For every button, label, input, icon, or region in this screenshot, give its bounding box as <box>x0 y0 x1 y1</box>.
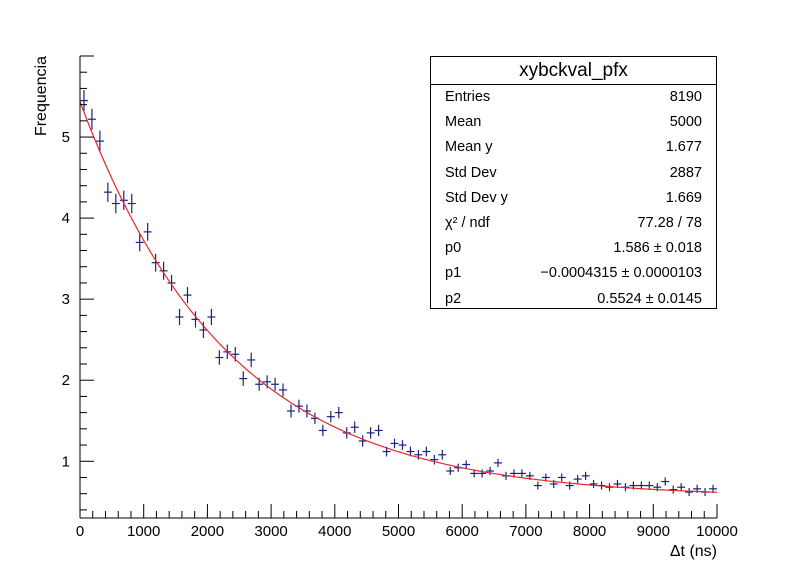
data-point <box>334 406 343 419</box>
data-point <box>103 182 112 202</box>
data-point <box>438 449 447 460</box>
data-point <box>494 458 503 467</box>
stats-value: 0.5524 ± 0.0145 <box>597 290 702 307</box>
stats-value: 1.677 <box>665 139 702 156</box>
stats-key: χ² / ndf <box>445 214 490 231</box>
fit-curve <box>79 101 718 493</box>
data-point <box>422 446 431 457</box>
x-tick-label: 10000 <box>696 523 738 540</box>
data-point <box>581 471 590 480</box>
data-point <box>350 421 359 433</box>
x-tick-label: 3000 <box>254 523 287 540</box>
y-tick-label: 4 <box>62 210 70 227</box>
x-tick-label: 6000 <box>446 523 479 540</box>
y-tick-label: 5 <box>62 129 70 146</box>
x-tick-label: 0 <box>76 523 84 540</box>
stats-value: 2887 <box>669 164 702 181</box>
data-point <box>661 477 670 486</box>
data-point <box>398 440 407 450</box>
data-point <box>669 485 678 494</box>
data-point <box>87 108 96 130</box>
data-point <box>326 411 335 423</box>
data-point <box>151 253 160 272</box>
stats-box: xybckval_pfx Entries 8190 Mean 5000 Mean… <box>430 56 717 309</box>
stats-key: p2 <box>445 290 462 307</box>
data-point <box>358 435 367 447</box>
stats-key: Mean <box>445 114 482 131</box>
data-point <box>517 469 526 478</box>
y-tick-label: 1 <box>62 453 70 470</box>
stats-row-p1: p1 −0.0004315 ± 0.0000103 <box>431 261 716 286</box>
x-tick-label: 8000 <box>573 523 606 540</box>
stats-value: 1.669 <box>665 189 702 206</box>
y-tick-label: 3 <box>62 291 70 308</box>
stats-value: 5000 <box>669 114 702 131</box>
data-point <box>239 371 248 386</box>
data-point <box>430 454 439 465</box>
stats-row-mean: Mean 5000 <box>431 110 716 135</box>
data-point <box>279 383 288 397</box>
stats-key: Std Dev <box>445 164 497 181</box>
data-point <box>446 466 455 476</box>
data-point <box>677 483 686 492</box>
data-point <box>119 190 128 210</box>
data-point <box>390 438 399 449</box>
data-point <box>287 404 295 418</box>
stats-key: p0 <box>445 240 462 257</box>
x-tick-label: 4000 <box>318 523 351 540</box>
data-point <box>207 308 216 326</box>
stats-key: p1 <box>445 265 462 282</box>
data-point <box>318 424 327 437</box>
stats-value: 77.28 / 78 <box>637 214 703 231</box>
data-point <box>247 352 256 368</box>
data-point <box>374 424 383 437</box>
data-point <box>573 475 582 484</box>
stats-value: 8190 <box>669 89 702 105</box>
data-point <box>645 481 654 490</box>
data-point <box>127 193 136 214</box>
data-point <box>215 350 224 365</box>
y-axis-label: Frequencia <box>33 56 50 136</box>
stats-key: Std Dev y <box>445 189 508 206</box>
x-tick-label: 9000 <box>637 523 670 540</box>
x-tick-label: 5000 <box>382 523 415 540</box>
y-tick-label: 2 <box>62 372 70 389</box>
data-point <box>167 274 176 292</box>
stats-value: 1.586 ± 0.018 <box>613 240 702 257</box>
stats-row-chi2: χ² / ndf 77.28 / 78 <box>431 211 716 236</box>
stats-key: Mean y <box>445 139 493 156</box>
data-point <box>271 377 280 391</box>
x-tick-label: 1000 <box>127 523 160 540</box>
data-point <box>366 427 375 439</box>
x-tick-label: 2000 <box>191 523 224 540</box>
data-point <box>533 481 542 490</box>
stats-row-entries: Entries 8190 <box>431 85 716 110</box>
data-point <box>199 321 208 339</box>
data-point <box>557 473 566 482</box>
data-point <box>183 287 192 304</box>
data-point <box>111 193 120 214</box>
x-tick-label: 7000 <box>509 523 542 540</box>
data-point <box>80 90 88 112</box>
stats-row-std-dev-y: Std Dev y 1.669 <box>431 186 716 211</box>
data-point <box>462 460 471 469</box>
stats-row-std-dev: Std Dev 2887 <box>431 161 716 186</box>
data-point <box>159 261 168 280</box>
data-point <box>143 222 152 241</box>
stats-key: Entries <box>445 89 491 105</box>
stats-value: −0.0004315 ± 0.0000103 <box>540 265 702 282</box>
data-point <box>486 466 495 476</box>
stats-row-p2: p2 0.5524 ± 0.0145 <box>431 287 716 312</box>
data-point <box>175 308 184 326</box>
data-point <box>685 488 694 497</box>
data-point <box>478 469 487 478</box>
stats-row-p0: p0 1.586 ± 0.018 <box>431 236 716 261</box>
x-axis-label: Δt (ns) <box>670 543 717 560</box>
data-point <box>95 130 104 152</box>
stats-title: xybckval_pfx <box>431 57 716 85</box>
data-point <box>589 479 598 489</box>
data-point <box>135 233 144 252</box>
stats-row-mean-y: Mean y 1.677 <box>431 135 716 160</box>
